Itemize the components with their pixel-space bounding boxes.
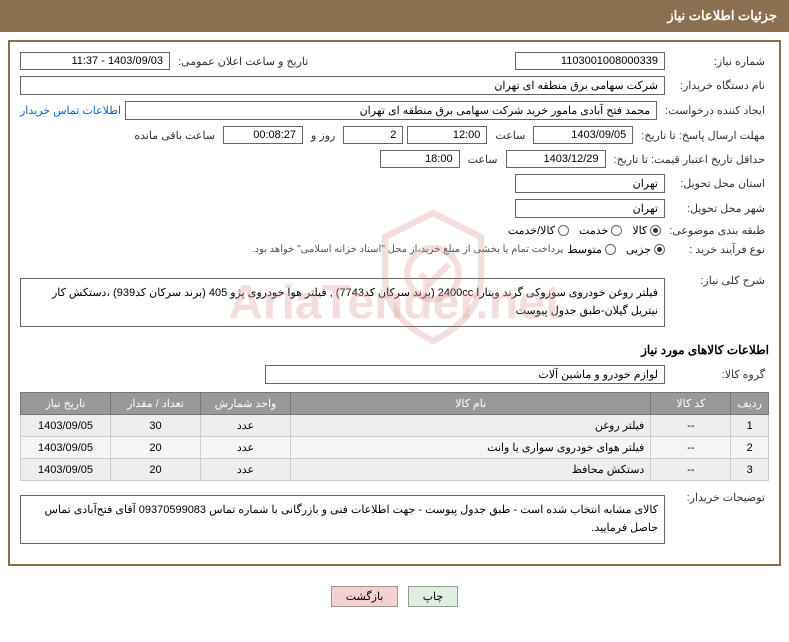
radio-icon bbox=[605, 244, 616, 255]
general-desc-label: شرح کلی نیاز: bbox=[669, 274, 769, 287]
cell-code: -- bbox=[651, 415, 731, 437]
th-unit: واحد شمارش bbox=[201, 393, 291, 415]
th-qty: تعداد / مقدار bbox=[111, 393, 201, 415]
cell-date: 1403/09/05 bbox=[21, 459, 111, 481]
cell-date: 1403/09/05 bbox=[21, 437, 111, 459]
public-date-value: 1403/09/03 - 11:37 bbox=[20, 52, 170, 70]
table-row: 1--فیلتر روغنعدد301403/09/05 bbox=[21, 415, 769, 437]
validity-time: 18:00 bbox=[380, 150, 460, 168]
deadline-days-label: روز و bbox=[307, 129, 339, 142]
buyer-notes-value: کالای مشابه انتخاب شده است - طبق جدول پی… bbox=[20, 495, 665, 544]
th-date: تاریخ نیاز bbox=[21, 393, 111, 415]
radio-icon bbox=[558, 225, 569, 236]
table-header-row: ردیف کد کالا نام کالا واحد شمارش تعداد /… bbox=[21, 393, 769, 415]
cell-name: دستکش محافظ bbox=[291, 459, 651, 481]
public-date-label: تاریخ و ساعت اعلان عمومی: bbox=[174, 55, 312, 68]
buyer-notes-label: توضیحات خریدار: bbox=[669, 491, 769, 504]
deadline-remain-label: ساعت باقی مانده bbox=[130, 129, 219, 142]
cell-name: فیلتر هوای خودروی سواری یا وانت bbox=[291, 437, 651, 459]
city-value: تهران bbox=[515, 199, 665, 218]
need-number-label: شماره نیاز: bbox=[669, 55, 769, 68]
need-number-value: 1103001008000339 bbox=[515, 52, 665, 70]
general-desc-value: فیلتر روغن خودروی سوزوکی گرند ویتارا 240… bbox=[20, 278, 665, 327]
goods-group-label: گروه کالا: bbox=[669, 368, 769, 381]
category-label: طبقه بندی موضوعی: bbox=[665, 224, 769, 237]
content-frame: AriaTender.net شماره نیاز: 1103001008000… bbox=[8, 40, 781, 566]
category-radio-group: کالا خدمت کالا/خدمت bbox=[508, 224, 661, 237]
print-button[interactable]: چاپ bbox=[408, 586, 459, 607]
cell-name: فیلتر روغن bbox=[291, 415, 651, 437]
button-row: چاپ بازگشت bbox=[0, 578, 789, 615]
category-option-both[interactable]: کالا/خدمت bbox=[508, 224, 569, 237]
requester-label: ایجاد کننده درخواست: bbox=[661, 104, 769, 117]
deadline-time: 12:00 bbox=[407, 126, 487, 144]
buyer-name-value: شرکت سهامی برق منطقه ای تهران bbox=[20, 76, 665, 95]
th-name: نام کالا bbox=[291, 393, 651, 415]
radio-icon bbox=[650, 225, 661, 236]
deadline-days: 2 bbox=[343, 126, 403, 144]
panel-title: جزئیات اطلاعات نیاز bbox=[667, 8, 777, 23]
radio-icon bbox=[654, 244, 665, 255]
table-row: 2--فیلتر هوای خودروی سواری یا وانتعدد201… bbox=[21, 437, 769, 459]
deadline-label: مهلت ارسال پاسخ: تا تاریخ: bbox=[637, 129, 769, 142]
requester-value: محمد فتح آبادی مامور خرید شرکت سهامی برق… bbox=[125, 101, 657, 120]
purchase-type-radio-group: جزیی متوسط bbox=[567, 243, 665, 256]
category-option-goods[interactable]: کالا bbox=[632, 224, 661, 237]
validity-label: حداقل تاریخ اعتبار قیمت: تا تاریخ: bbox=[610, 153, 769, 166]
purchase-type-label: نوع فرآیند خرید : bbox=[669, 243, 769, 256]
back-button[interactable]: بازگشت bbox=[331, 586, 399, 607]
cell-unit: عدد bbox=[201, 415, 291, 437]
city-label: شهر محل تحویل: bbox=[669, 202, 769, 215]
th-idx: ردیف bbox=[731, 393, 769, 415]
table-row: 3--دستکش محافظعدد201403/09/05 bbox=[21, 459, 769, 481]
buyer-contact-link[interactable]: اطلاعات تماس خریدار bbox=[20, 104, 121, 117]
goods-table: ردیف کد کالا نام کالا واحد شمارش تعداد /… bbox=[20, 392, 769, 481]
cell-code: -- bbox=[651, 459, 731, 481]
province-value: تهران bbox=[515, 174, 665, 193]
cell-qty: 20 bbox=[111, 437, 201, 459]
cell-code: -- bbox=[651, 437, 731, 459]
cell-unit: عدد bbox=[201, 437, 291, 459]
cell-idx: 3 bbox=[731, 459, 769, 481]
buyer-name-label: نام دستگاه خریدار: bbox=[669, 79, 769, 92]
cell-unit: عدد bbox=[201, 459, 291, 481]
radio-icon bbox=[611, 225, 622, 236]
deadline-date: 1403/09/05 bbox=[533, 126, 633, 144]
province-label: استان محل تحویل: bbox=[669, 177, 769, 190]
cell-idx: 2 bbox=[731, 437, 769, 459]
validity-time-label: ساعت bbox=[464, 153, 502, 166]
panel-header: جزئیات اطلاعات نیاز bbox=[0, 0, 789, 32]
deadline-countdown: 00:08:27 bbox=[223, 126, 303, 144]
cell-qty: 30 bbox=[111, 415, 201, 437]
th-code: کد کالا bbox=[651, 393, 731, 415]
purchase-type-note: پرداخت تمام یا بخشی از مبلغ خرید،از محل … bbox=[252, 244, 564, 255]
category-option-service[interactable]: خدمت bbox=[579, 224, 622, 237]
goods-info-title: اطلاعات کالاهای مورد نیاز bbox=[20, 343, 769, 357]
cell-qty: 20 bbox=[111, 459, 201, 481]
validity-date: 1403/12/29 bbox=[506, 150, 606, 168]
purchase-option-medium[interactable]: متوسط bbox=[567, 243, 616, 256]
deadline-time-label: ساعت bbox=[491, 129, 529, 142]
purchase-option-minor[interactable]: جزیی bbox=[626, 243, 665, 256]
cell-idx: 1 bbox=[731, 415, 769, 437]
goods-group-value: لوازم خودرو و ماشین آلات bbox=[265, 365, 665, 384]
cell-date: 1403/09/05 bbox=[21, 415, 111, 437]
